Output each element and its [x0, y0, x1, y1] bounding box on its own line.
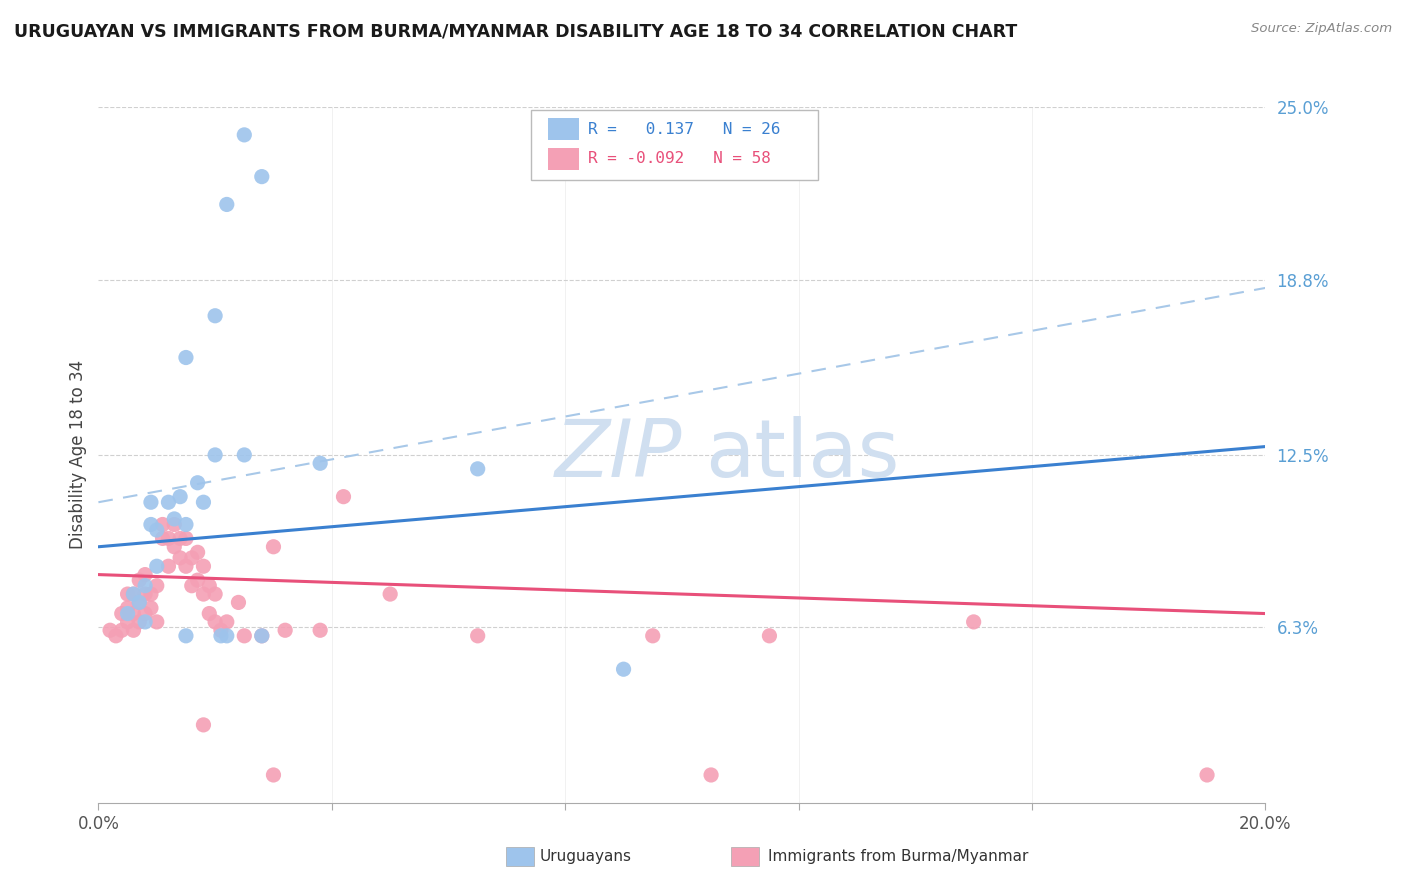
Point: [228, 595, 250, 609]
Point: [193, 495, 215, 509]
Point: [215, 197, 238, 211]
Point: [128, 595, 150, 609]
Point: [139, 495, 162, 509]
Point: [122, 587, 145, 601]
Text: Immigrants from Burma/Myanmar: Immigrants from Burma/Myanmar: [768, 849, 1028, 863]
Point: [187, 545, 209, 559]
Point: [215, 629, 238, 643]
Point: [962, 615, 984, 629]
Point: [332, 490, 354, 504]
Point: [134, 615, 156, 629]
Point: [209, 629, 232, 643]
Point: [193, 559, 215, 574]
Point: [309, 624, 332, 638]
Point: [152, 517, 174, 532]
Point: [204, 615, 226, 629]
Point: [169, 532, 191, 546]
Point: [1195, 768, 1218, 782]
Point: [146, 579, 169, 593]
Point: [152, 532, 174, 546]
Point: [117, 607, 139, 621]
Point: [262, 768, 284, 782]
Point: [122, 607, 145, 621]
Point: [163, 517, 186, 532]
Point: [250, 629, 273, 643]
Point: [274, 624, 297, 638]
Point: [157, 559, 180, 574]
Point: [117, 587, 139, 601]
Point: [134, 567, 156, 582]
Point: [193, 718, 215, 732]
Point: [204, 309, 226, 323]
Point: [169, 550, 191, 565]
Text: Uruguayans: Uruguayans: [540, 849, 631, 863]
Point: [117, 615, 139, 629]
Point: [163, 540, 186, 554]
Point: [104, 629, 127, 643]
Y-axis label: Disability Age 18 to 34: Disability Age 18 to 34: [69, 360, 87, 549]
Point: [758, 629, 780, 643]
Point: [209, 624, 232, 638]
Point: [122, 624, 145, 638]
Point: [612, 662, 634, 676]
Point: [187, 475, 209, 490]
Point: [146, 615, 169, 629]
Point: [262, 540, 284, 554]
Point: [117, 601, 139, 615]
Point: [250, 169, 273, 184]
Point: [134, 579, 156, 593]
Point: [180, 579, 202, 593]
Point: [180, 550, 202, 565]
Point: [204, 587, 226, 601]
Point: [134, 587, 156, 601]
Point: [174, 559, 197, 574]
Point: [128, 595, 150, 609]
Point: [122, 587, 145, 601]
Point: [146, 559, 169, 574]
Point: [187, 573, 209, 587]
Text: atlas: atlas: [706, 416, 900, 494]
Point: [233, 128, 256, 142]
Point: [163, 512, 186, 526]
Point: [174, 629, 197, 643]
Point: [174, 532, 197, 546]
Point: [467, 462, 489, 476]
Point: [169, 490, 191, 504]
Point: [233, 629, 256, 643]
Point: [139, 587, 162, 601]
Point: [700, 768, 723, 782]
Point: [174, 517, 197, 532]
Point: [641, 629, 664, 643]
Text: URUGUAYAN VS IMMIGRANTS FROM BURMA/MYANMAR DISABILITY AGE 18 TO 34 CORRELATION C: URUGUAYAN VS IMMIGRANTS FROM BURMA/MYANM…: [14, 22, 1018, 40]
Point: [139, 601, 162, 615]
Text: ZIP: ZIP: [554, 416, 682, 494]
Point: [174, 351, 197, 365]
Point: [378, 587, 402, 601]
Point: [111, 607, 134, 621]
Point: [157, 532, 180, 546]
Point: [233, 448, 256, 462]
Text: R = -0.092   N = 58: R = -0.092 N = 58: [588, 152, 770, 166]
Point: [250, 629, 273, 643]
Point: [134, 607, 156, 621]
Text: Source: ZipAtlas.com: Source: ZipAtlas.com: [1251, 22, 1392, 36]
Point: [111, 624, 134, 638]
Point: [139, 517, 162, 532]
Point: [309, 456, 332, 470]
Point: [128, 615, 150, 629]
Point: [198, 579, 221, 593]
Point: [204, 448, 226, 462]
Point: [467, 629, 489, 643]
Point: [198, 607, 221, 621]
Point: [215, 615, 238, 629]
Point: [146, 523, 169, 537]
Text: R =   0.137   N = 26: R = 0.137 N = 26: [588, 122, 780, 136]
Point: [98, 624, 121, 638]
Point: [193, 587, 215, 601]
Point: [128, 573, 150, 587]
Point: [157, 495, 180, 509]
